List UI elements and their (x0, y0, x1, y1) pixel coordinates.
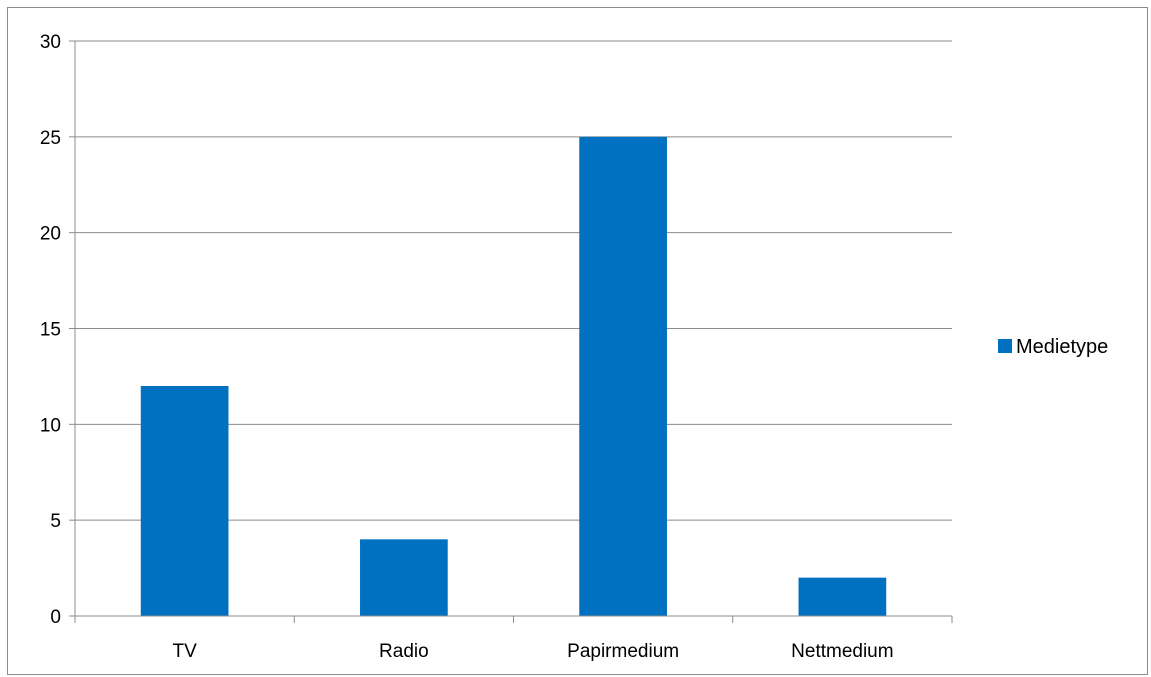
axes (69, 40, 953, 623)
tick-labels: 0 5 10 15 20 25 30 TV Radio Papirmedium Nettmedium (40, 32, 894, 662)
legend-swatch (998, 339, 1012, 353)
y-tick-label: 15 (40, 320, 61, 341)
y-tick-label: 20 (40, 224, 61, 245)
x-tick-label: Papirmedium (567, 641, 679, 662)
x-tick-label: Nettmedium (791, 641, 893, 662)
x-tick-label: TV (172, 641, 197, 662)
bars (140, 136, 887, 617)
y-tick-label: 10 (40, 415, 61, 436)
y-tick-label: 30 (40, 32, 61, 53)
bar-papirmedium (579, 136, 667, 617)
bar-radio (360, 539, 448, 616)
legend: Medietype (998, 336, 1108, 358)
legend-label: Medietype (1016, 336, 1108, 358)
y-tick-label: 5 (50, 511, 61, 532)
y-tick-label: 25 (40, 128, 61, 149)
y-tick-label: 0 (50, 607, 61, 628)
bar-nettmedium (798, 577, 887, 616)
x-tick-label: Radio (379, 641, 429, 662)
bar-tv (140, 386, 229, 616)
